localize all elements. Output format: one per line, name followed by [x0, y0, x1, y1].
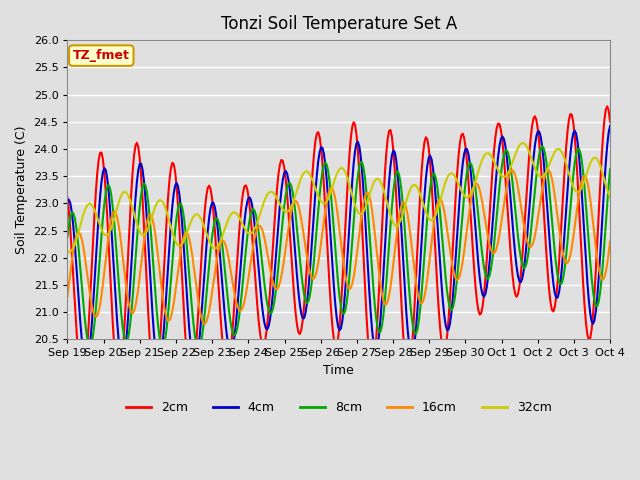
- Legend: 2cm, 4cm, 8cm, 16cm, 32cm: 2cm, 4cm, 8cm, 16cm, 32cm: [121, 396, 557, 420]
- Y-axis label: Soil Temperature (C): Soil Temperature (C): [15, 125, 28, 254]
- Text: TZ_fmet: TZ_fmet: [73, 49, 130, 62]
- Title: Tonzi Soil Temperature Set A: Tonzi Soil Temperature Set A: [221, 15, 457, 33]
- X-axis label: Time: Time: [323, 364, 354, 377]
